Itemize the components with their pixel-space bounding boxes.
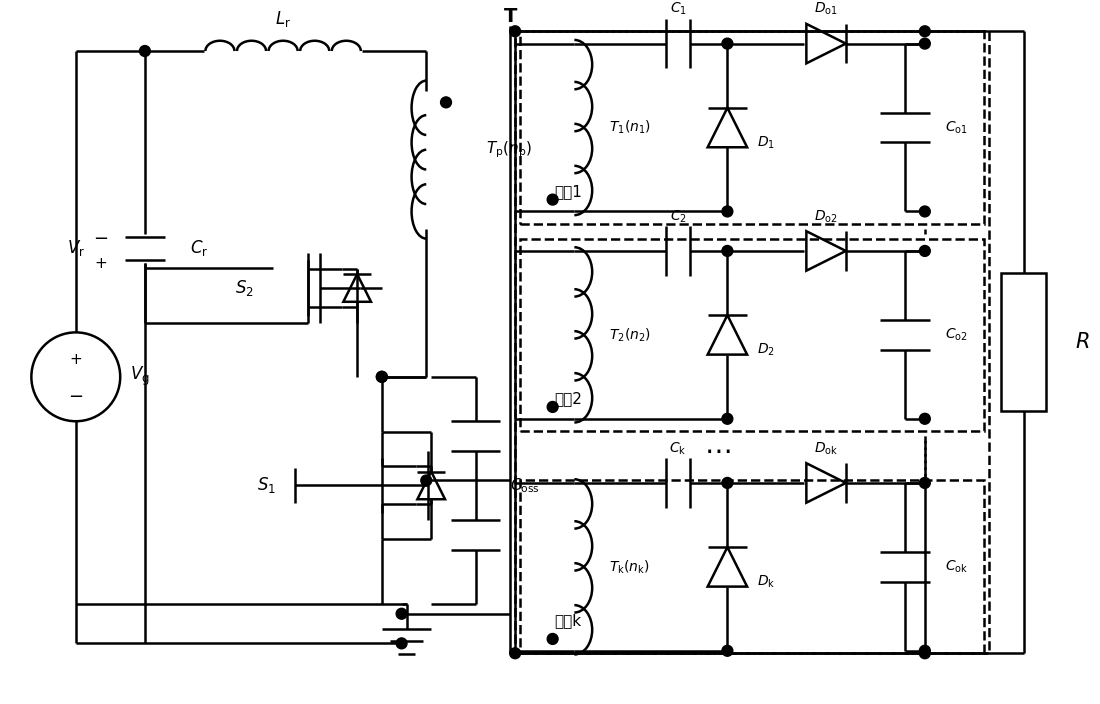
Text: +: + [95, 256, 107, 271]
Text: $D_1$: $D_1$ [757, 134, 774, 151]
Text: $T_{\rm k}(n_{\rm k})$: $T_{\rm k}(n_{\rm k})$ [609, 558, 650, 576]
Circle shape [547, 401, 558, 413]
Text: −: − [92, 230, 108, 248]
Circle shape [396, 608, 407, 620]
Text: −: − [68, 388, 84, 406]
Circle shape [722, 413, 733, 425]
Text: $C_{\rm ok}$: $C_{\rm ok}$ [945, 559, 968, 575]
Circle shape [722, 246, 733, 256]
Circle shape [722, 38, 733, 49]
Circle shape [920, 38, 931, 49]
Text: $D_2$: $D_2$ [757, 341, 774, 358]
Circle shape [509, 648, 520, 659]
Circle shape [722, 646, 733, 656]
Circle shape [376, 372, 387, 382]
Text: +: + [69, 351, 82, 367]
Circle shape [376, 372, 387, 382]
Text: $D_{\rm k}$: $D_{\rm k}$ [757, 574, 776, 590]
Circle shape [920, 477, 931, 489]
Circle shape [920, 246, 931, 256]
Text: $C_{\rm k}$: $C_{\rm k}$ [669, 440, 686, 457]
Text: $D_{\rm o2}$: $D_{\rm o2}$ [814, 208, 838, 225]
Circle shape [920, 648, 931, 659]
Circle shape [722, 477, 733, 489]
Text: $T_{\rm p}(n_{\rm p})$: $T_{\rm p}(n_{\rm p})$ [485, 139, 531, 160]
Circle shape [920, 206, 931, 217]
Text: 单元2: 单元2 [554, 391, 583, 406]
Circle shape [547, 194, 558, 205]
Text: $R$: $R$ [1076, 332, 1090, 352]
Text: $V_{\rm g}$: $V_{\rm g}$ [130, 365, 150, 389]
Text: $C_{\rm o2}$: $C_{\rm o2}$ [945, 327, 967, 343]
Text: $V_{\rm r}$: $V_{\rm r}$ [67, 239, 85, 258]
Text: $C_{\rm o1}$: $C_{\rm o1}$ [945, 120, 968, 136]
Text: $T_1(n_1)$: $T_1(n_1)$ [609, 119, 651, 137]
Text: $S_2$: $S_2$ [234, 278, 253, 298]
Text: 单元1: 单元1 [554, 184, 583, 199]
Text: $L_{\rm r}$: $L_{\rm r}$ [275, 9, 292, 30]
Circle shape [396, 638, 407, 649]
Text: $C_1$: $C_1$ [670, 1, 686, 18]
Circle shape [421, 475, 431, 486]
Circle shape [920, 26, 931, 37]
Text: $C_2$: $C_2$ [670, 208, 686, 225]
Circle shape [140, 46, 151, 56]
Circle shape [441, 97, 451, 108]
Text: $\cdots$: $\cdots$ [704, 437, 730, 465]
Text: $T_2(n_2)$: $T_2(n_2)$ [609, 326, 651, 344]
Circle shape [920, 646, 931, 656]
Text: $C_{\rm oss}$: $C_{\rm oss}$ [510, 476, 540, 495]
Text: $C_{\rm r}$: $C_{\rm r}$ [190, 239, 208, 258]
Circle shape [920, 413, 931, 425]
Circle shape [547, 634, 558, 644]
Text: $D_{\rm o1}$: $D_{\rm o1}$ [814, 1, 838, 18]
Text: $S_1$: $S_1$ [256, 475, 276, 496]
Circle shape [509, 26, 520, 37]
Text: $D_{\rm ok}$: $D_{\rm ok}$ [814, 440, 838, 457]
Text: 单元k: 单元k [554, 614, 582, 629]
Text: $\mathbf{T}$: $\mathbf{T}$ [503, 7, 518, 26]
Circle shape [722, 206, 733, 217]
